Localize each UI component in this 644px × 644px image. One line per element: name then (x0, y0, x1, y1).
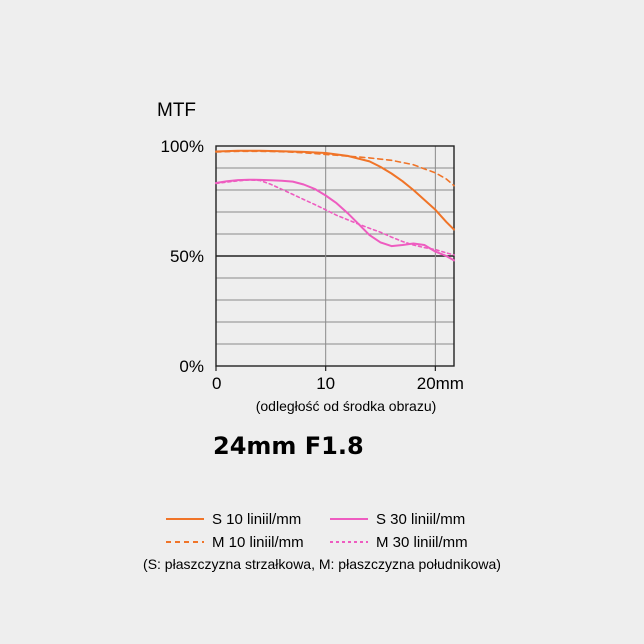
x-axis-title: (odległość od środka obrazu) (256, 398, 437, 414)
y-tick-label: 50% (170, 247, 204, 266)
series-line-2 (215, 150, 455, 187)
x-tick-label: 10 (316, 374, 335, 393)
legend-label: S 30 liniil/mm (376, 511, 465, 528)
plot-frame (215, 145, 455, 367)
legend-label: M 10 liniil/mm (212, 534, 304, 551)
y-tick-label: 100% (161, 137, 204, 156)
legend-item: S 30 liniil/mm (330, 511, 465, 528)
grid (216, 146, 454, 366)
x-tick-labels: 0 10 20mm (212, 374, 464, 393)
legend-item: M 30 liniil/mm (330, 534, 468, 551)
axes (215, 145, 455, 371)
y-tick-labels: 100% 50% 0% (161, 137, 204, 376)
x-tick-label: 0 (212, 374, 221, 393)
legend-note: (S: płaszczyzna strzałkowa, M: płaszczyz… (143, 556, 501, 572)
legend-label: S 10 liniil/mm (212, 511, 301, 528)
series-line-4 (215, 179, 455, 256)
y-tick-label: 0% (179, 357, 204, 376)
legend-label: M 30 liniil/mm (376, 534, 468, 551)
series-line-3 (215, 178, 455, 262)
series-lines (215, 149, 455, 262)
legend-item: S 10 liniil/mm (166, 511, 301, 528)
legend: S 10 liniil/mm M 10 liniil/mm S 30 liniil/… (166, 511, 468, 551)
x-tick-label: 20mm (417, 374, 464, 393)
legend-item: M 10 liniil/mm (166, 534, 304, 551)
chart-title: 24mm F1.8 (213, 432, 364, 460)
y-axis-title: MTF (157, 100, 196, 121)
